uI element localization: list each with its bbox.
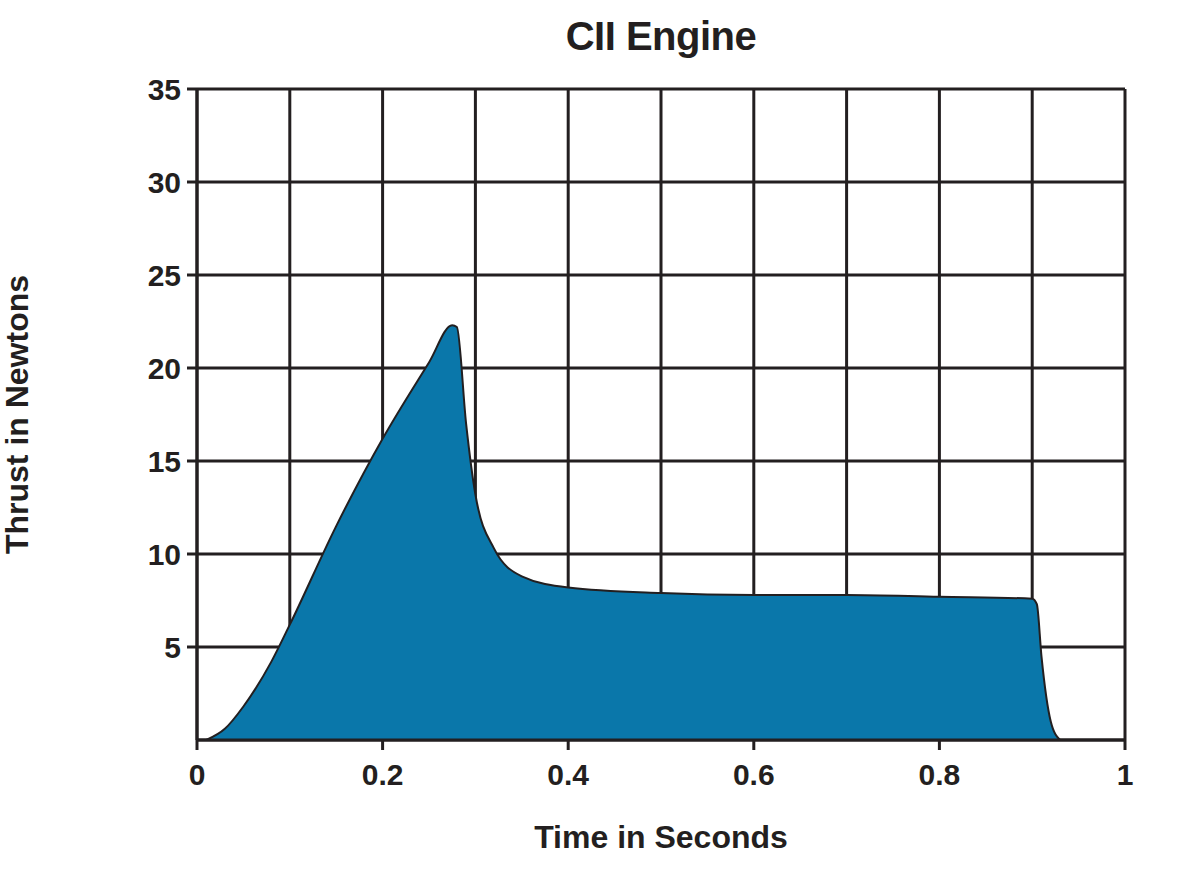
svg-text:25: 25: [148, 259, 181, 292]
html-text:CII Engine: CII Engine: [565, 14, 757, 58]
svg-text:15: 15: [148, 445, 181, 478]
svg-text:0.2: 0.2: [362, 758, 404, 791]
svg-text:35: 35: [148, 73, 181, 106]
svg-text:1: 1: [1117, 758, 1134, 791]
svg-text:Thrust in Newtons: Thrust in Newtons: [8, 275, 35, 554]
svg-text:0.8: 0.8: [919, 758, 961, 791]
svg-text:0.4: 0.4: [547, 758, 589, 791]
svg-text:5: 5: [164, 631, 181, 664]
svg-text:30: 30: [148, 166, 181, 199]
svg-text:Time in Seconds: Time in Seconds: [534, 819, 788, 855]
svg-text:20: 20: [148, 352, 181, 385]
svg-text:0: 0: [189, 758, 206, 791]
svg-text:10: 10: [148, 538, 181, 571]
svg-text:0.6: 0.6: [733, 758, 775, 791]
